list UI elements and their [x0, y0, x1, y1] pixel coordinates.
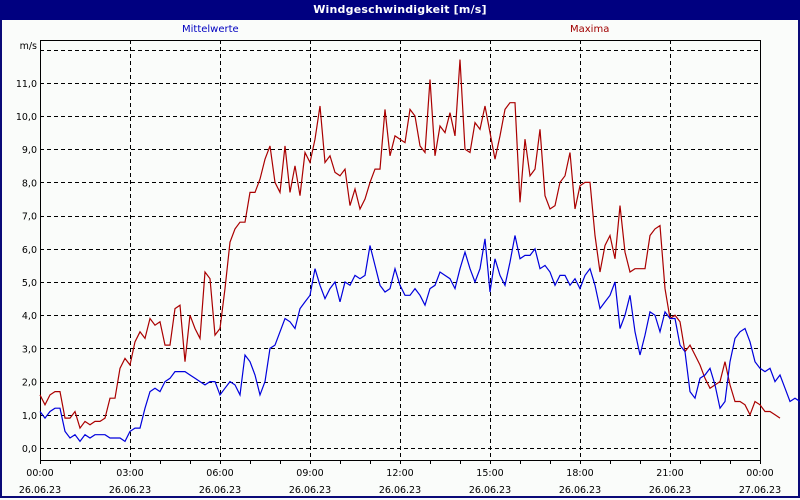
chart-title: Windgeschwindigkeit [m/s]	[0, 0, 800, 20]
x-tick-time: 21:00	[656, 468, 683, 479]
data-series	[39, 59, 800, 443]
grid-lines	[40, 40, 760, 460]
x-tick-time: 09:00	[296, 468, 323, 479]
x-tick-date: 27.06.23	[739, 485, 781, 496]
y-tick-label: 3,0	[22, 344, 37, 355]
y-tick-label: 5,0	[22, 278, 37, 289]
x-tick-time: 15:00	[476, 468, 503, 479]
x-tick-time: 00:00	[26, 468, 53, 479]
x-tick-date: 26.06.23	[199, 485, 241, 496]
axes	[40, 40, 761, 464]
y-tick-label: 9,0	[22, 145, 37, 156]
x-tick-time: 06:00	[206, 468, 233, 479]
y-tick-label: 4,0	[22, 311, 37, 322]
y-tick-label: 10,0	[16, 112, 37, 123]
y-tick-label: 6,0	[22, 245, 37, 256]
x-tick-time: 18:00	[566, 468, 593, 479]
series-mittelwerte-line	[39, 235, 800, 443]
x-tick-date: 26.06.23	[649, 485, 691, 496]
x-tick-time: 03:00	[116, 468, 143, 479]
x-tick-time: 12:00	[386, 468, 413, 479]
legend-max: Maxima	[570, 24, 610, 35]
y-tick-label: 0,0	[22, 444, 37, 455]
y-tick-label: 1,0	[22, 411, 37, 422]
x-tick-date: 26.06.23	[379, 485, 421, 496]
y-axis-unit-label: m/s	[20, 41, 37, 52]
legend-mean: Mittelwerte	[182, 24, 239, 35]
x-tick-date: 26.06.23	[289, 485, 331, 496]
y-tick-label: 8,0	[22, 178, 37, 189]
x-tick-date: 26.06.23	[469, 485, 511, 496]
axis-labels: 0,0 1,0 2,0 3,0 4,0 5,0 6,0 7,0 8,0 9,0 10,0 11,0 m/…	[16, 41, 781, 496]
x-tick-date: 26.06.23	[109, 485, 151, 496]
y-tick-label: 7,0	[22, 212, 37, 223]
x-tick-date: 26.06.23	[19, 485, 61, 496]
y-tick-label: 2,0	[22, 378, 37, 389]
series-maxima-line	[39, 59, 781, 430]
y-tick-label: 11,0	[16, 79, 37, 90]
x-tick-date: 26.06.23	[559, 485, 601, 496]
x-tick-time: 00:00	[746, 468, 773, 479]
